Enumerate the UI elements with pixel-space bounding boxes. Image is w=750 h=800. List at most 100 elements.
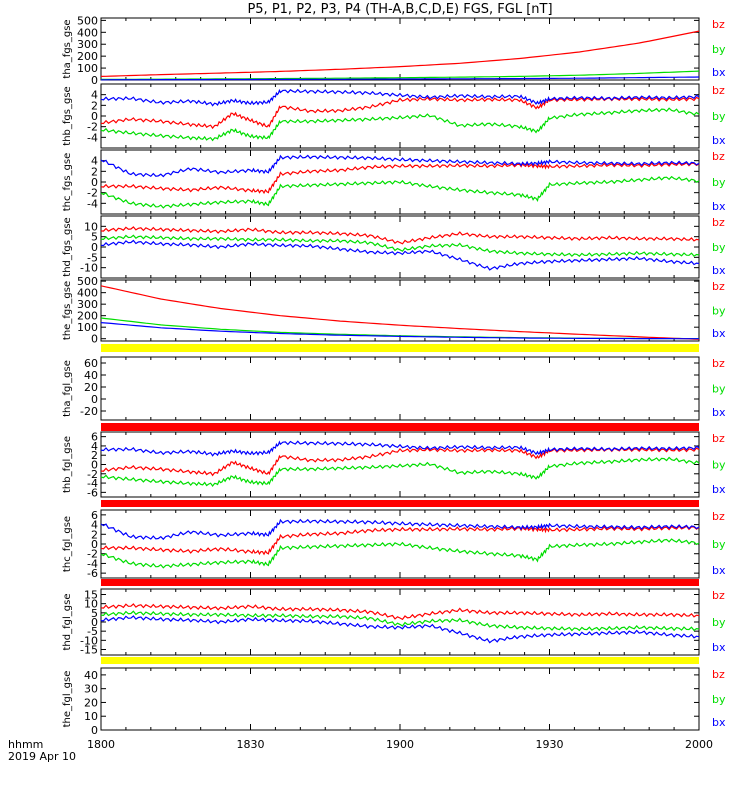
ytick-label: 400	[77, 26, 98, 39]
ytick-label: 500	[77, 14, 98, 27]
ytick-label: -5	[87, 625, 98, 638]
ytick-label: 6	[91, 509, 98, 522]
ytick-label: 100	[77, 62, 98, 75]
ylabel-the_fgs_gse: the_fgs_gse	[62, 281, 73, 340]
ylabel-tha_fgl_gse: tha_fgl_gse	[62, 360, 73, 417]
panel-frame-the_fgs_gse	[100, 279, 700, 342]
legend-bx: bx	[712, 406, 726, 419]
series-bx-thb_fgl_gse	[100, 440, 700, 457]
ytick-label: 0	[91, 110, 98, 123]
series-bx-thc_fgl_gse	[100, 518, 700, 541]
ytick-label: 200	[77, 310, 98, 323]
ytick-label: 0	[91, 459, 98, 472]
ytick-label: -4	[87, 197, 98, 210]
series-bx-thb_fgs_gse	[100, 88, 700, 107]
status-bar-2	[101, 423, 699, 431]
ytick-label: -4	[87, 557, 98, 570]
legend-bx: bx	[712, 66, 726, 79]
ytick-label: 4	[91, 155, 98, 168]
ytick-label: 20	[84, 381, 98, 394]
xtick-label: 1800	[87, 738, 115, 751]
ytick-label: 0	[91, 393, 98, 406]
series-by-thc_fgs_gse	[100, 175, 700, 209]
series-bx-thc_fgs_gse	[100, 154, 700, 178]
ytick-label: 400	[77, 287, 98, 300]
legend-by: by	[712, 616, 726, 629]
series-by-thd_fgl_gse	[100, 610, 700, 632]
ytick-label: 10	[84, 220, 98, 233]
ylabel-thc_fgs_gse: thc_fgs_gse	[62, 153, 73, 212]
series-by-thb_fgl_gse	[100, 456, 700, 488]
ytick-label: 20	[84, 696, 98, 709]
ytick-label: -2	[87, 548, 98, 561]
series-bz-tha_fgs_gse	[100, 30, 700, 77]
legend-bz: bz	[712, 84, 725, 97]
legend-by: by	[712, 241, 726, 254]
ytick-label: 10	[84, 598, 98, 611]
series-bz-thc_fgl_gse	[100, 525, 700, 556]
legend-bz: bz	[712, 510, 725, 523]
ytick-label: -4	[87, 477, 98, 490]
ytick-label: -2	[87, 121, 98, 134]
ytick-label: 300	[77, 38, 98, 51]
series-bz-the_fgs_gse	[100, 285, 700, 340]
panel-frame-tha_fgl_gse	[100, 356, 700, 421]
xtick-label: 2000	[685, 738, 713, 751]
ytick-label: 0	[91, 74, 98, 87]
ytick-label: 0	[91, 724, 98, 737]
legend-bx: bx	[712, 264, 726, 277]
ylabel-thd_fgl_gse: thd_fgl_gse	[62, 594, 73, 651]
xtick-label: 1900	[386, 738, 414, 751]
legend-by: by	[712, 43, 726, 56]
ytick-label: 5	[91, 607, 98, 620]
ytick-label: -2	[87, 187, 98, 200]
ylabel-thd_fgs_gse: thd_fgs_gse	[62, 217, 73, 276]
ytick-label: 5	[91, 231, 98, 244]
legend-bx: bx	[712, 134, 726, 147]
ytick-label: 2	[91, 99, 98, 112]
ytick-label: 0	[91, 333, 98, 346]
ytick-label: 15	[84, 589, 98, 602]
ytick-label: 40	[84, 369, 98, 382]
series-bz-thb_fgs_gse	[100, 96, 700, 130]
x-axis-label-line1: hhmm	[8, 738, 43, 751]
legend-bx: bx	[712, 483, 726, 496]
ytick-label: 2	[91, 165, 98, 178]
x-axis-label-line2: 2019 Apr 10	[8, 750, 76, 763]
ytick-label: 4	[91, 440, 98, 453]
ytick-label: 40	[84, 669, 98, 682]
ytick-label: -10	[80, 262, 98, 275]
legend-bz: bz	[712, 150, 725, 163]
legend-bx: bx	[712, 564, 726, 577]
series-bz-thc_fgs_gse	[100, 161, 700, 195]
ytick-label: 0	[91, 176, 98, 189]
ylabel-thb_fgs_gse: thb_fgs_gse	[62, 86, 73, 145]
legend-bx: bx	[712, 641, 726, 654]
series-bx-the_fgs_gse	[100, 322, 699, 340]
legend-bz: bz	[712, 432, 725, 445]
ytick-label: -6	[87, 486, 98, 499]
series-bz-thd_fgs_gse	[100, 226, 700, 245]
ytick-label: 10	[84, 710, 98, 723]
ylabel-the_fgl_gse: the_fgl_gse	[62, 671, 73, 728]
x-axis: 1800 1830 1900 1930 2000	[87, 738, 713, 751]
ytick-label: -2	[87, 468, 98, 481]
ytick-label: 4	[91, 89, 98, 102]
ytick-label: 500	[77, 275, 98, 288]
series-by-thd_fgs_gse	[100, 234, 700, 258]
ytick-label: -15	[80, 644, 98, 657]
legend-bz: bz	[712, 280, 725, 293]
legend-by: by	[712, 538, 726, 551]
status-bar-1	[101, 344, 699, 352]
ytick-label: 30	[84, 683, 98, 696]
legend-bx: bx	[712, 327, 726, 340]
legend-bx: bx	[712, 716, 726, 729]
